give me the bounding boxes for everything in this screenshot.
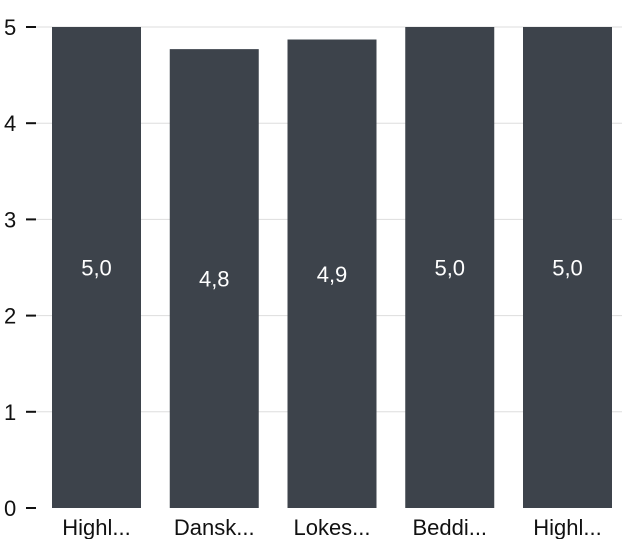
x-category-label: Highl... [62,515,130,539]
bar [287,39,377,508]
y-axis-ticks: 0 1 2 3 4 5 [4,15,36,521]
bar-value-label: 4,8 [199,267,230,292]
y-tick-label: 1 [4,400,16,425]
bar [523,27,612,508]
x-category-label: Highl... [533,515,601,539]
bar [52,27,141,508]
x-category-label: Lokes... [293,515,370,539]
bar-value-label: 5,0 [552,256,583,281]
bar [405,27,495,508]
bar-value-label: 5,0 [434,256,465,281]
y-tick-label: 3 [4,207,16,232]
y-tick-label: 0 [4,496,16,521]
bar-value-label: 5,0 [81,256,112,281]
x-category-label: Dansk... [174,515,255,539]
y-tick-label: 2 [4,304,16,329]
bar-value-label: 4,9 [317,262,348,287]
y-tick-label: 4 [4,111,16,136]
x-category-label: Beddi... [412,515,487,539]
x-axis-labels: Highl... Dansk... Lokes... Beddi... Highl... [62,515,601,539]
bar [169,49,259,508]
y-tick-label: 5 [4,15,16,40]
bars: 5,0 4,8 4,9 5,0 5,0 [52,27,612,508]
